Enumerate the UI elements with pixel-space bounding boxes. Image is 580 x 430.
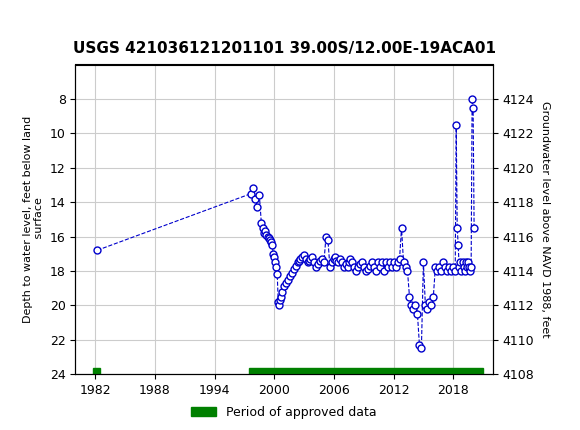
Bar (93, 368, 100, 374)
Bar (249, 368, 483, 374)
Legend: Period of approved data: Period of approved data (186, 401, 382, 424)
Y-axis label: Depth to water level, feet below land
 surface: Depth to water level, feet below land su… (23, 116, 44, 323)
Y-axis label: Groundwater level above NAVD 1988, feet: Groundwater level above NAVD 1988, feet (540, 101, 550, 338)
Title: USGS 421036121201101 39.00S/12.00E-19ACA01: USGS 421036121201101 39.00S/12.00E-19ACA… (72, 41, 496, 56)
Text: ╳USGS: ╳USGS (12, 8, 70, 31)
